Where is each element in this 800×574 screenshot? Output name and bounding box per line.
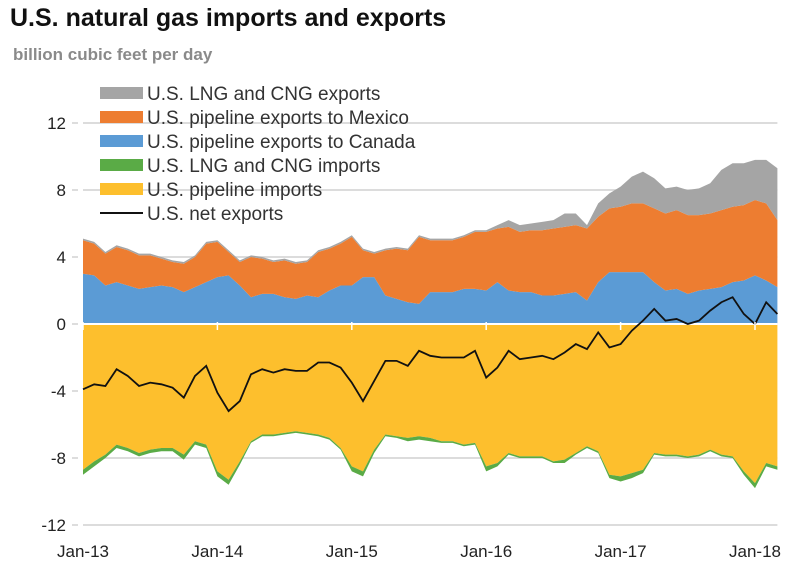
y-tick-label: -4 (51, 382, 66, 401)
legend-label: U.S. LNG and CNG imports (147, 156, 380, 177)
legend-swatch (100, 87, 143, 99)
legend-label: U.S. pipeline exports to Canada (147, 132, 416, 153)
chart-subtitle: billion cubic feet per day (13, 45, 213, 64)
area-u-s-pipeline-imports (83, 324, 778, 484)
legend-label: U.S. pipeline imports (147, 180, 322, 201)
y-tick-label: -12 (41, 516, 66, 535)
legend-swatch (100, 135, 143, 147)
y-tick-label: -8 (51, 449, 66, 468)
y-tick-label: 12 (47, 114, 66, 133)
x-tick-label: Jan-18 (729, 542, 781, 561)
x-tick-label: Jan-16 (460, 542, 512, 561)
legend-swatch (100, 111, 143, 123)
x-tick-label: Jan-17 (595, 542, 647, 561)
line-net-exports (82, 296, 779, 413)
legend-label: U.S. LNG and CNG exports (147, 84, 380, 105)
area-u-s-pipeline-exports-to-canada (83, 272, 778, 324)
y-tick-label: 4 (57, 248, 66, 267)
legend-swatch (100, 183, 143, 195)
legend-swatch (100, 159, 143, 171)
x-tick-label: Jan-14 (191, 542, 243, 561)
legend-label: U.S. net exports (147, 204, 283, 225)
legend-label: U.S. pipeline exports to Mexico (147, 108, 409, 129)
chart-title: U.S. natural gas imports and exports (10, 4, 447, 32)
x-tick-label: Jan-15 (326, 542, 378, 561)
x-tick-label: Jan-13 (57, 542, 109, 561)
y-tick-label: 8 (57, 181, 66, 200)
area-u-s-pipeline-exports-to-mexico (83, 200, 778, 304)
y-tick-label: 0 (57, 315, 66, 334)
